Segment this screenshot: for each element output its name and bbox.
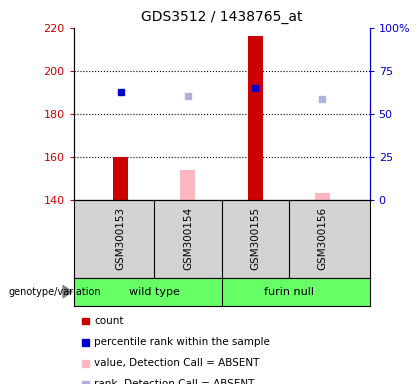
Text: percentile rank within the sample: percentile rank within the sample — [94, 337, 270, 347]
Text: GSM300153: GSM300153 — [116, 207, 126, 270]
Bar — [315, 193, 330, 200]
Text: count: count — [94, 316, 124, 326]
Text: furin null: furin null — [264, 287, 314, 297]
Title: GDS3512 / 1438765_at: GDS3512 / 1438765_at — [141, 10, 302, 24]
Text: GSM300155: GSM300155 — [250, 207, 260, 270]
Bar — [82, 381, 89, 384]
Text: value, Detection Call = ABSENT: value, Detection Call = ABSENT — [94, 358, 260, 368]
Bar — [181, 170, 195, 200]
Bar — [248, 36, 262, 200]
Text: GSM300156: GSM300156 — [318, 207, 328, 270]
Text: GSM300154: GSM300154 — [183, 207, 193, 270]
FancyArrow shape — [63, 286, 72, 298]
Text: wild type: wild type — [129, 287, 180, 297]
Bar — [113, 157, 128, 200]
Bar — [82, 318, 89, 324]
Bar — [82, 339, 89, 346]
Text: rank, Detection Call = ABSENT: rank, Detection Call = ABSENT — [94, 379, 255, 384]
Text: genotype/variation: genotype/variation — [8, 287, 101, 297]
Bar — [82, 360, 89, 367]
